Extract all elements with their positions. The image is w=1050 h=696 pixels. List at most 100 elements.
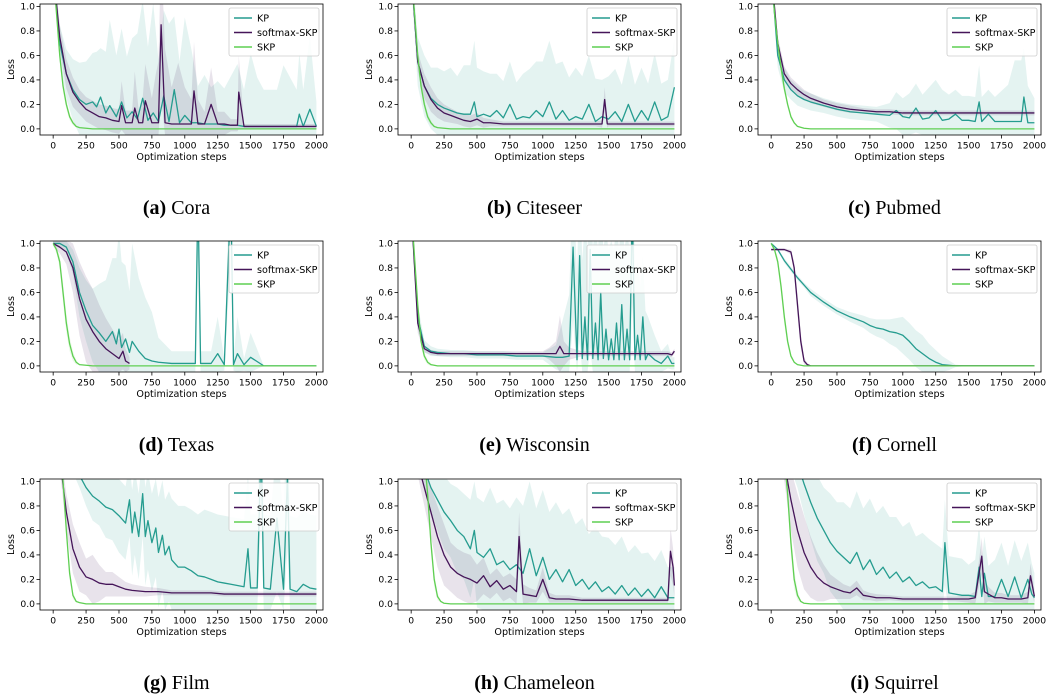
legend-box [228, 7, 320, 57]
legend-label: softmax-SKP [615, 28, 676, 39]
y-tick-label: 1.0 [378, 2, 393, 13]
subplot-caption: (h) Chameleon [474, 672, 595, 694]
x-tick-label: 750 [501, 378, 519, 389]
legend-label: softmax-SKP [257, 503, 318, 514]
y-axis-label: Loss [364, 296, 375, 317]
y-tick-label: 0.6 [738, 526, 753, 537]
y-tick-label: 0.4 [378, 550, 393, 561]
x-tick-label: 0 [408, 141, 414, 152]
y-tick-label: 0.6 [738, 51, 753, 62]
x-tick-label: 750 [861, 141, 879, 152]
legend-label: softmax-SKP [975, 265, 1036, 276]
axes-frame [39, 3, 324, 136]
y-tick-label: 0.6 [20, 51, 35, 62]
x-tick-label: 0 [50, 378, 56, 389]
x-tick-label: 1250 [924, 616, 948, 627]
x-tick-label: 2000 [305, 616, 329, 627]
line-SKP [773, 4, 1035, 130]
x-tick-label: 0 [50, 616, 56, 627]
band-KP [55, 4, 317, 135]
subplot-3: 0 250 500 750 1000 1250 1500 1750 2000 0.0 0.2 0.4 0… [724, 2, 1046, 219]
band-KP [412, 4, 675, 135]
line-KP [412, 4, 676, 123]
x-tick-label: 1000 [531, 378, 555, 389]
x-axis-label: Optimization steps [854, 389, 944, 400]
x-tick-label: 1000 [173, 616, 197, 627]
x-axis-label: Optimization steps [136, 627, 226, 638]
x-tick-label: 250 [435, 616, 453, 627]
band-KP [75, 479, 317, 610]
legend-box [586, 7, 678, 57]
legend-label: softmax-SKP [257, 28, 318, 39]
x-axis-label: Optimization steps [854, 152, 944, 163]
x-tick-label: 0 [408, 378, 414, 389]
legend-box [228, 244, 320, 294]
legend: KP softmax-SKP SKP [946, 244, 1038, 294]
legend-label: KP [615, 13, 627, 24]
plot-area [55, 4, 318, 135]
x-tick-label: 1750 [630, 616, 654, 627]
x-axis-label: Optimization steps [494, 152, 584, 163]
x-tick-label: 1250 [564, 378, 588, 389]
y-tick-label: 0.4 [378, 75, 393, 86]
axes-frame [397, 240, 682, 373]
x-tick-label: 1500 [239, 616, 263, 627]
legend-label: SKP [975, 517, 993, 528]
band-softmax-SKP [783, 479, 1035, 604]
legend-box [586, 244, 678, 294]
y-tick-label: 1.0 [738, 2, 753, 13]
y-axis-label: Loss [724, 296, 735, 317]
caption-name: Chameleon [499, 672, 595, 694]
band-softmax-SKP [413, 4, 675, 128]
axes-frame [757, 3, 1042, 136]
y-tick-label: 0.4 [20, 312, 35, 323]
y-axis-label: Loss [724, 59, 735, 80]
caption-letter: (f) [852, 434, 872, 456]
line-SKP [413, 4, 675, 130]
legend-label: KP [615, 488, 627, 499]
x-tick-label: 750 [861, 378, 879, 389]
y-tick-label: 1.0 [738, 239, 753, 250]
x-tick-label: 1000 [173, 378, 197, 389]
x-tick-label: 1000 [531, 616, 555, 627]
plot-area [783, 479, 1036, 610]
legend: KP softmax-SKP SKP [946, 482, 1038, 532]
caption-letter: (b) [487, 197, 511, 219]
y-tick-label: 0.8 [20, 501, 35, 512]
y-tick-label: 0.6 [738, 288, 753, 299]
x-tick-label: 1500 [597, 378, 621, 389]
legend-label: SKP [975, 279, 993, 290]
x-tick-label: 250 [795, 378, 813, 389]
y-tick-label: 0.8 [738, 263, 753, 274]
legend: KP softmax-SKP SKP [586, 7, 678, 57]
y-axis-label: Loss [6, 59, 17, 80]
caption-name: Citeseer [511, 197, 582, 219]
x-tick-label: 1000 [173, 141, 197, 152]
y-tick-label: 0.8 [738, 501, 753, 512]
x-tick-label: 1250 [564, 141, 588, 152]
x-tick-label: 1500 [239, 378, 263, 389]
plot-area [770, 242, 1035, 372]
y-tick-label: 1.0 [738, 477, 753, 488]
x-tick-label: 1000 [891, 378, 915, 389]
x-axis-label: Optimization steps [494, 389, 584, 400]
subplot-caption: (b) Citeseer [487, 197, 582, 219]
y-tick-label: 0.0 [20, 124, 35, 135]
subplot-4: 0 250 500 750 1000 1250 1500 1750 2000 0.0 0.2 0.4 0… [6, 239, 328, 456]
caption-letter: (g) [143, 672, 166, 694]
x-tick-label: 1000 [891, 616, 915, 627]
caption-letter: (e) [479, 434, 501, 456]
y-tick-label: 0.6 [20, 288, 35, 299]
y-tick-label: 0.8 [378, 263, 393, 274]
y-tick-label: 0.0 [378, 124, 393, 135]
caption-name: Film [167, 672, 210, 694]
y-tick-label: 0.0 [20, 361, 35, 372]
axes-frame [757, 240, 1042, 373]
y-tick-label: 0.8 [378, 26, 393, 37]
y-tick-label: 0.0 [738, 124, 753, 135]
x-tick-label: 0 [768, 616, 774, 627]
band-softmax-SKP [60, 479, 317, 604]
y-tick-label: 0.2 [738, 100, 753, 111]
x-tick-label: 250 [77, 141, 95, 152]
